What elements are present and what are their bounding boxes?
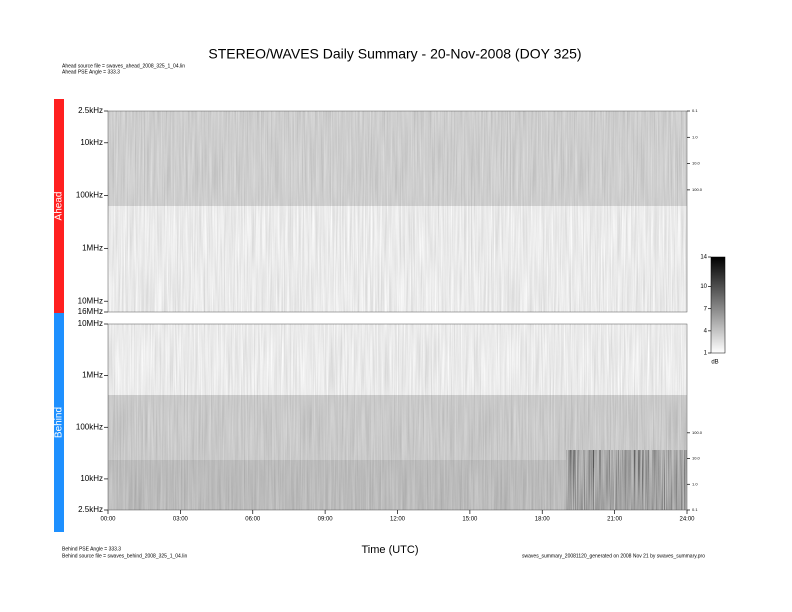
colorbar-tick-label: 1 — [704, 351, 708, 357]
y-tick-label: 2.5kHz — [78, 505, 103, 514]
x-tick-label: 18:00 — [535, 517, 551, 523]
y-tick-label: 1MHz — [82, 244, 103, 253]
colorbar-tick-label: 7 — [704, 306, 708, 312]
colorbar-tick-label: 4 — [704, 328, 708, 334]
spectrogram-burst — [566, 450, 687, 510]
spectrogram-band — [108, 395, 687, 460]
colorbar — [710, 256, 726, 354]
x-axis-label: Time (UTC) — [361, 544, 418, 556]
x-tick-label: 09:00 — [318, 517, 334, 523]
annotation: Behind PSE Angle = 333.3 — [62, 546, 121, 552]
colorbar-label: dB — [711, 360, 718, 366]
y-tick-label: 100kHz — [76, 422, 103, 431]
annotation: Ahead source file = swaves_ahead_2008_32… — [62, 63, 185, 69]
spectrogram-texture — [108, 111, 687, 312]
panel-label: Behind — [54, 407, 65, 438]
chart-title: STEREO/WAVES Daily Summary - 20-Nov-2008… — [208, 46, 581, 62]
y-tick-label: 1MHz — [82, 371, 103, 380]
y2-tick-label: 100.0 — [692, 430, 703, 435]
y2-tick-label: 100.0 — [692, 187, 703, 192]
y-tick-label: 10kHz — [80, 474, 103, 483]
x-tick-label: 12:00 — [390, 517, 406, 523]
annotation: Ahead PSE Angle = 333.3 — [62, 69, 120, 75]
y2-tick-label: 10.0 — [692, 161, 701, 166]
spectrogram-band — [108, 111, 687, 206]
annotation: swaves_summary_20081120_generated on 200… — [522, 553, 705, 559]
x-tick-label: 03:00 — [173, 517, 189, 523]
x-tick-label: 00:00 — [100, 517, 116, 523]
y2-tick-label: 0.1 — [692, 507, 698, 512]
x-tick-label: 06:00 — [245, 517, 261, 523]
colorbar-tick-label: 14 — [700, 255, 707, 261]
x-tick-label: 15:00 — [462, 517, 478, 523]
panel-band — [54, 313, 64, 532]
y-tick-label: 10MHz — [78, 319, 103, 328]
x-tick-label: 24:00 — [679, 517, 695, 523]
y2-tick-label: 1.0 — [692, 481, 698, 486]
plot-frame — [107, 110, 688, 313]
colorbar-tick-label: 10 — [700, 284, 707, 290]
annotation: Behind source file = swaves_behind_2008_… — [62, 553, 187, 559]
y2-tick-label: 1.0 — [692, 134, 698, 139]
y-tick-label: 100kHz — [76, 191, 103, 200]
panel-label: Ahead — [54, 192, 65, 221]
y2-tick-label: 10.0 — [692, 456, 701, 461]
y-tick-label: 10MHz — [78, 296, 103, 305]
y-tick-label: 16MHz — [78, 307, 103, 316]
panel-band — [54, 99, 64, 313]
y2-tick-label: 0.1 — [692, 108, 698, 113]
y-tick-label: 2.5kHz — [78, 106, 103, 115]
x-tick-label: 21:00 — [607, 517, 623, 523]
y-tick-label: 10kHz — [80, 138, 103, 147]
